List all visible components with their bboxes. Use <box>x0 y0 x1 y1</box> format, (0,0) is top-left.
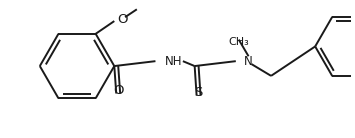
Text: O: O <box>113 84 124 97</box>
Text: O: O <box>117 13 128 26</box>
Text: N: N <box>244 55 252 68</box>
Text: NH: NH <box>165 55 183 68</box>
Text: CH₃: CH₃ <box>228 37 249 47</box>
Text: S: S <box>195 86 203 99</box>
